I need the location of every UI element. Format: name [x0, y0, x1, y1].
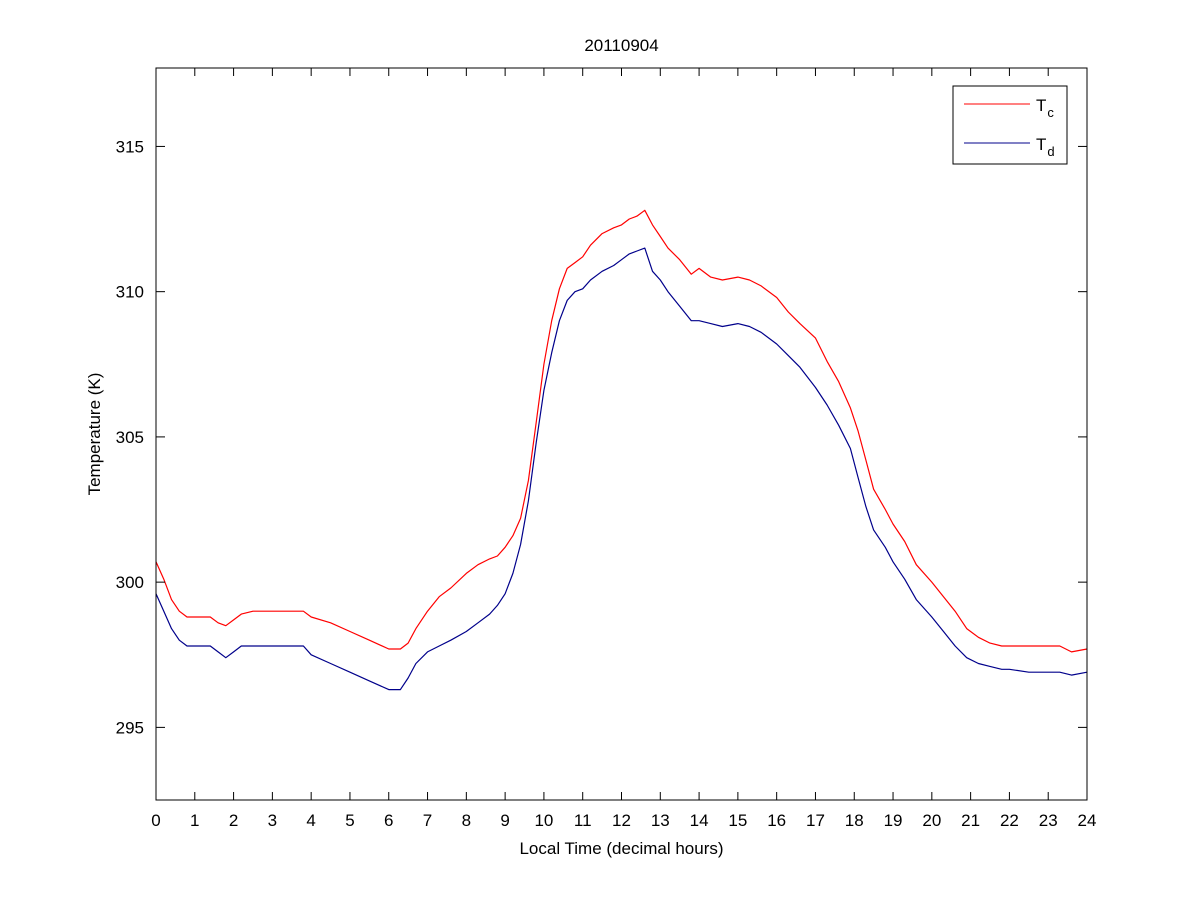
- x-tick-label: 15: [728, 811, 747, 830]
- legend-label-tc-main: T: [1036, 96, 1046, 115]
- y-tick-label: 295: [116, 718, 144, 737]
- chart-title: 20110904: [584, 36, 658, 55]
- x-tick-label: 6: [384, 811, 393, 830]
- x-tick-label: 19: [884, 811, 903, 830]
- x-tick-label: 22: [1000, 811, 1019, 830]
- x-tick-label: 8: [462, 811, 471, 830]
- legend-label-td-subscript: d: [1047, 144, 1054, 159]
- x-tick-label: 10: [534, 811, 553, 830]
- x-tick-label: 24: [1078, 811, 1097, 830]
- x-tick-label: 14: [690, 811, 709, 830]
- y-tick-label: 310: [116, 283, 144, 302]
- x-tick-label: 23: [1039, 811, 1058, 830]
- x-tick-label: 1: [190, 811, 199, 830]
- series-line-td: [155, 247, 1088, 691]
- x-tick-label: 18: [845, 811, 864, 830]
- x-tick-label: 20: [922, 811, 941, 830]
- series-layer: [155, 209, 1088, 691]
- legend-box: [952, 85, 1068, 165]
- y-tick-label: 315: [116, 137, 144, 156]
- x-axis-label: Local Time (decimal hours): [519, 839, 723, 858]
- legend: Tc Td: [952, 85, 1068, 165]
- x-tick-label: 13: [651, 811, 670, 830]
- legend-label-tc-subscript: c: [1047, 105, 1054, 120]
- legend-label-td-main: T: [1036, 135, 1046, 154]
- x-tick-label: 16: [767, 811, 786, 830]
- x-tick-label: 0: [151, 811, 160, 830]
- legend-label-td: Td: [1036, 135, 1055, 159]
- x-tick-label: 7: [423, 811, 432, 830]
- legend-label-tc: Tc: [1036, 96, 1054, 120]
- series-line-tc: [155, 209, 1088, 653]
- x-tick-label: 2: [229, 811, 238, 830]
- tick-layer: 0 1 2 3 4 5 6 7 8 9 10 11 12 13 14 15 16 17 18 19 20 21 22 23 24…: [116, 68, 1097, 830]
- x-tick-label: 11: [574, 811, 592, 830]
- x-tick-label: 17: [806, 811, 825, 830]
- y-axis-label: Temperature (K): [85, 373, 104, 496]
- y-tick-label: 300: [116, 573, 144, 592]
- x-tick-label: 21: [961, 811, 980, 830]
- x-tick-label: 3: [268, 811, 277, 830]
- x-tick-label: 9: [500, 811, 509, 830]
- x-tick-label: 4: [306, 811, 315, 830]
- x-tick-label: 5: [345, 811, 354, 830]
- y-tick-label: 305: [116, 428, 144, 447]
- x-tick-label: 12: [612, 811, 631, 830]
